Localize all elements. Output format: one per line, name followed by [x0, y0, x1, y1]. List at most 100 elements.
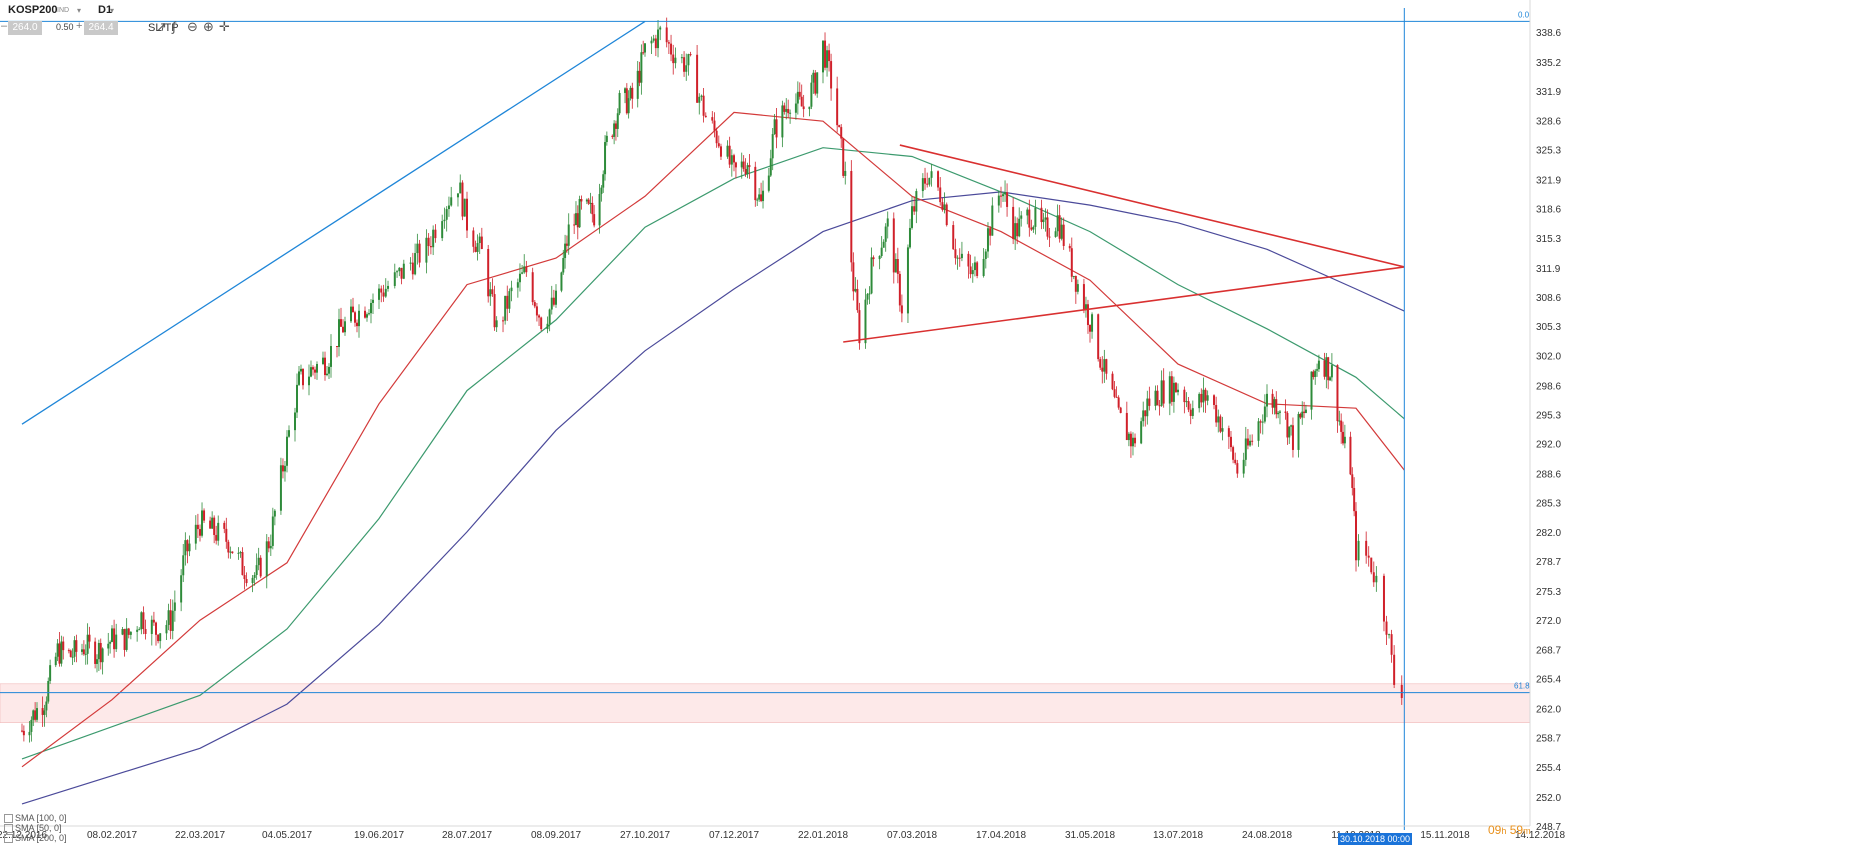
candle-body [930, 171, 933, 178]
candle-body [54, 656, 57, 666]
candle-body [368, 313, 370, 315]
candle-body [1221, 428, 1224, 432]
timeframe-selector[interactable]: D1 [98, 4, 113, 16]
drawings-layer[interactable]: 0.0 61.8 [0, 8, 1530, 830]
candle-body [618, 92, 621, 114]
legend-sma200[interactable]: SMA [200, 0] [4, 833, 67, 844]
candle-body [144, 628, 147, 634]
indicators-icon[interactable]: ∫ [172, 19, 176, 34]
candle-body [225, 528, 228, 542]
candle-body [140, 612, 143, 630]
candle-body [593, 214, 596, 226]
candle-body [478, 236, 481, 244]
candle-body [370, 302, 372, 314]
candle-body [1185, 401, 1188, 403]
candle-body [84, 653, 87, 655]
candle-body [1304, 409, 1307, 413]
candle-body [99, 642, 102, 663]
candle-body [552, 297, 555, 305]
candle-body [1236, 463, 1239, 474]
candle-body [1058, 215, 1061, 239]
candle-body [491, 289, 494, 295]
candle-body [982, 258, 985, 276]
candle-body [939, 187, 942, 203]
legend-sma50[interactable]: SMA [50, 0] [4, 823, 62, 834]
candle-body [613, 123, 616, 137]
candle-body [279, 465, 282, 511]
candle-body [1355, 511, 1357, 561]
candle-body [1330, 365, 1333, 378]
y-tick-label: 315.3 [1536, 234, 1561, 245]
candle-body [892, 218, 895, 273]
candle-body [283, 465, 286, 472]
legend-sma100[interactable]: SMA [100, 0] [4, 813, 67, 824]
candle-body [726, 145, 729, 157]
candle-body [502, 320, 505, 322]
candle-body [614, 123, 617, 129]
bid-price[interactable]: 264.0 [8, 21, 42, 35]
candle-body [546, 323, 549, 330]
candle-body [525, 266, 528, 273]
candle-body [685, 65, 688, 72]
plus-icon[interactable]: + [76, 20, 83, 32]
candle-body [600, 187, 603, 195]
zoom-out-icon[interactable]: ⊖ [187, 19, 198, 34]
candle-body [1105, 359, 1108, 374]
trend-icon[interactable]: ↗ [156, 19, 167, 34]
ask-price[interactable]: 264.4 [84, 21, 118, 35]
candle-body [746, 165, 749, 175]
candle-body [1142, 410, 1145, 422]
support-zone-layer [0, 683, 1531, 723]
y-tick-label: 325.3 [1536, 145, 1561, 156]
candle-body [41, 708, 44, 715]
candle-body [142, 612, 145, 629]
y-tick-label: 275.3 [1536, 587, 1561, 598]
symbol-name[interactable]: KOSP200 [8, 4, 58, 16]
x-tick-label: 28.07.2017 [442, 830, 492, 841]
sltp-button[interactable]: SL/TP [148, 22, 179, 34]
candle-body [1312, 371, 1315, 377]
candle-body [884, 226, 887, 242]
candle-body [567, 224, 570, 246]
candle-body [758, 194, 761, 200]
symbol-type: IND [57, 7, 70, 14]
candle-body [215, 535, 218, 541]
candle-body [1215, 405, 1218, 423]
candle-body [1370, 557, 1373, 573]
candle-body [459, 182, 462, 194]
candle-body [654, 38, 657, 49]
candle-body [1323, 360, 1326, 377]
candle-body [378, 288, 380, 300]
candle-body [715, 130, 718, 144]
candle-body [414, 253, 417, 275]
candle-body [913, 206, 916, 212]
candle-body [364, 310, 366, 318]
candle-body [952, 225, 955, 250]
candle-body [1004, 192, 1007, 195]
candle-body [680, 57, 683, 59]
zoom-in-icon[interactable]: ⊕ [203, 19, 214, 34]
candle-body [844, 170, 847, 176]
chevron-down-icon[interactable]: ▾ [77, 6, 82, 15]
chevron-down-icon[interactable]: ▾ [110, 6, 115, 15]
candle-body [67, 650, 70, 652]
candle-body [159, 633, 162, 642]
candle-body [281, 465, 284, 472]
candle-body [1030, 227, 1033, 230]
candle-body [194, 524, 197, 544]
candle-body [928, 177, 931, 185]
candle-body [787, 108, 790, 114]
timer-h: h [1501, 826, 1507, 836]
candle-body [171, 610, 174, 631]
legend-label: SMA [200, 0] [15, 833, 67, 843]
candle-body [785, 108, 788, 112]
candle-body [71, 656, 74, 658]
candle-body [286, 436, 288, 466]
candle-body [854, 288, 857, 292]
candle-body [1284, 411, 1287, 414]
crosshair-icon[interactable]: ✛ [219, 19, 230, 34]
candle-body [1242, 459, 1245, 474]
candle-body [960, 253, 963, 259]
minus-icon[interactable]: – [1, 20, 8, 32]
